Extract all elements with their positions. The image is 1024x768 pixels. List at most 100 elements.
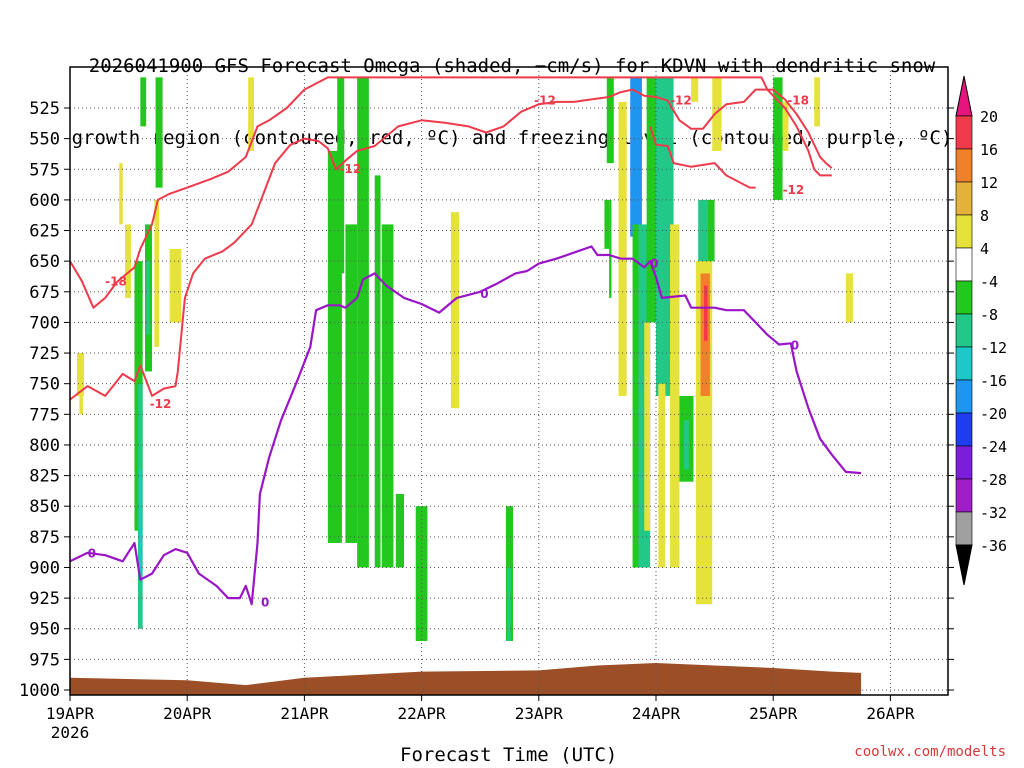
colorbar-swatch-8 [955, 379, 973, 414]
y-axis-ticks: 525 550 575 600 625 650 675 700 725 750 775 800 825 8… [19, 99, 954, 701]
omega-cell-30 [632, 224, 642, 568]
omega-cell-25 [604, 199, 610, 249]
colorbar-swatch-2 [955, 181, 973, 216]
omega-cell-6 [139, 469, 142, 574]
omega-cell-26 [609, 199, 612, 298]
colorbar-swatch-5 [955, 280, 973, 315]
freezing-level-contour [70, 245, 862, 606]
dgz-contour-upper [70, 76, 832, 309]
x-tick-label-4: 23APR [515, 704, 564, 723]
omega-cell-39 [691, 77, 699, 102]
omega-cell-12 [155, 77, 163, 188]
colorbar-swatch-0 [955, 115, 973, 150]
omega-cell-20 [395, 493, 405, 568]
colorbar-bottom-arrow [955, 544, 973, 586]
dgz-contour-label-4: -12 [670, 93, 692, 107]
omega-cell-49 [845, 273, 853, 323]
y-tick-label-775: 775 [29, 405, 60, 425]
colorbar-label-10: -24 [980, 438, 1007, 456]
omega-cell-43 [704, 285, 708, 341]
dgz-contour-label-3: -12 [534, 93, 556, 107]
colorbar-label-8: -16 [980, 372, 1007, 390]
freezing-contour-label-2: 0 [480, 287, 488, 301]
colorbar-top-arrow [955, 75, 973, 117]
colorbar-label-5: -4 [980, 273, 998, 291]
x-tick-label-3: 22APR [398, 704, 447, 723]
y-tick-label-550: 550 [29, 130, 60, 150]
freezing-contour-label-3: 0 [650, 256, 658, 270]
colorbar-swatch-6 [955, 313, 973, 348]
plot-frame [69, 66, 949, 696]
chart-title-line-1: 2026041900 GFS Forecast Omega (shaded, −… [88, 55, 936, 77]
omega-cell-16 [345, 224, 358, 543]
dgz-contour-label-0: -18 [105, 275, 127, 289]
x-tick-label-0: 19APR [46, 704, 95, 723]
y-tick-label-525: 525 [29, 99, 60, 119]
credit-text: coolwx.com/modelts [854, 744, 1006, 760]
y-tick-label-650: 650 [29, 252, 60, 272]
y-tick-label-875: 875 [29, 528, 60, 548]
dgz-contour-label-6: -12 [783, 183, 805, 197]
colorbar-label-0: 20 [980, 108, 998, 126]
colorbar-swatch-10 [955, 445, 973, 480]
colorbar-label-7: -12 [980, 339, 1007, 357]
x-tick-label-5: 24APR [632, 704, 681, 723]
y-tick-label-825: 825 [29, 467, 60, 487]
x-year-label: 2026 [51, 723, 90, 742]
omega-cell-28 [618, 101, 627, 396]
omega-cell-21 [415, 506, 428, 641]
colorbar-label-2: 12 [980, 174, 998, 192]
colorbar-label-4: 4 [980, 240, 989, 258]
x-axis-label: Forecast Time (UTC) [400, 744, 618, 766]
omega-cell-44 [707, 199, 715, 262]
dgz-contour-label-1: -12 [150, 397, 172, 411]
y-tick-label-625: 625 [29, 222, 60, 242]
omega-cell-8 [146, 261, 150, 335]
omega-cell-32 [644, 322, 651, 531]
dgz-contour-lower [70, 88, 833, 401]
dgz-contour-label-5: -18 [787, 93, 809, 107]
y-tick-label-750: 750 [29, 375, 60, 395]
omega-cell-0 [79, 383, 83, 415]
colorbar-label-11: -28 [980, 471, 1007, 489]
omega-cell-34 [656, 77, 674, 396]
omega-cell-13 [248, 77, 255, 151]
colorbar-swatch-1 [955, 148, 973, 183]
colorbar-swatch-12 [955, 511, 973, 546]
omega-cell-10 [169, 248, 182, 323]
y-tick-label-725: 725 [29, 344, 60, 364]
colorbar: 20 16 12 8 4 -4 -8 -12 -16 -20 -24 -28 -32 -36 [955, 75, 1007, 586]
omega-cell-2 [119, 163, 123, 225]
colorbar-swatch-11 [955, 478, 973, 513]
omega-cell-35 [658, 383, 666, 568]
y-tick-label-675: 675 [29, 283, 60, 303]
colorbar-swatch-3 [955, 214, 973, 249]
omega-cell-29 [630, 77, 642, 237]
omega-cell-45 [712, 77, 722, 151]
omega-cell-18 [374, 175, 381, 568]
omega-cell-15 [337, 77, 345, 274]
y-tick-label-975: 975 [29, 650, 60, 670]
y-tick-label-575: 575 [29, 160, 60, 180]
omega-cell-9 [154, 199, 160, 347]
terrain-fill [70, 663, 862, 695]
omega-cell-47 [782, 101, 789, 151]
colorbar-swatch-9 [955, 412, 973, 447]
freezing-contour-label-1: 0 [261, 596, 269, 610]
chart-title: 2026041900 GFS Forecast Omega (shaded, −… [0, 6, 1024, 174]
omega-cell-24 [507, 567, 511, 641]
omega-cell-1 [77, 353, 85, 396]
y-tick-label-850: 850 [29, 497, 60, 517]
x-axis-ticks: 19APR 20APR 21APR 22APR 23APR 24APR 25APR 26APR… [46, 695, 915, 742]
plot-area: -18 -12 -12 -12 -12 -18 -12 0 0 0 0 0 [70, 67, 948, 695]
freezing-contour-label-0: 0 [88, 547, 96, 561]
y-tick-label-900: 900 [29, 558, 60, 578]
y-tick-label-950: 950 [29, 620, 60, 640]
freezing-contour-label-4: 0 [791, 338, 799, 352]
colorbar-swatch-7 [955, 346, 973, 381]
x-tick-label-2: 21APR [280, 704, 329, 723]
y-tick-label-1000: 1000 [19, 681, 60, 701]
x-tick-label-6: 25APR [749, 704, 798, 723]
dgz-contour-band2 [649, 126, 756, 189]
omega-cell-36 [670, 224, 680, 568]
